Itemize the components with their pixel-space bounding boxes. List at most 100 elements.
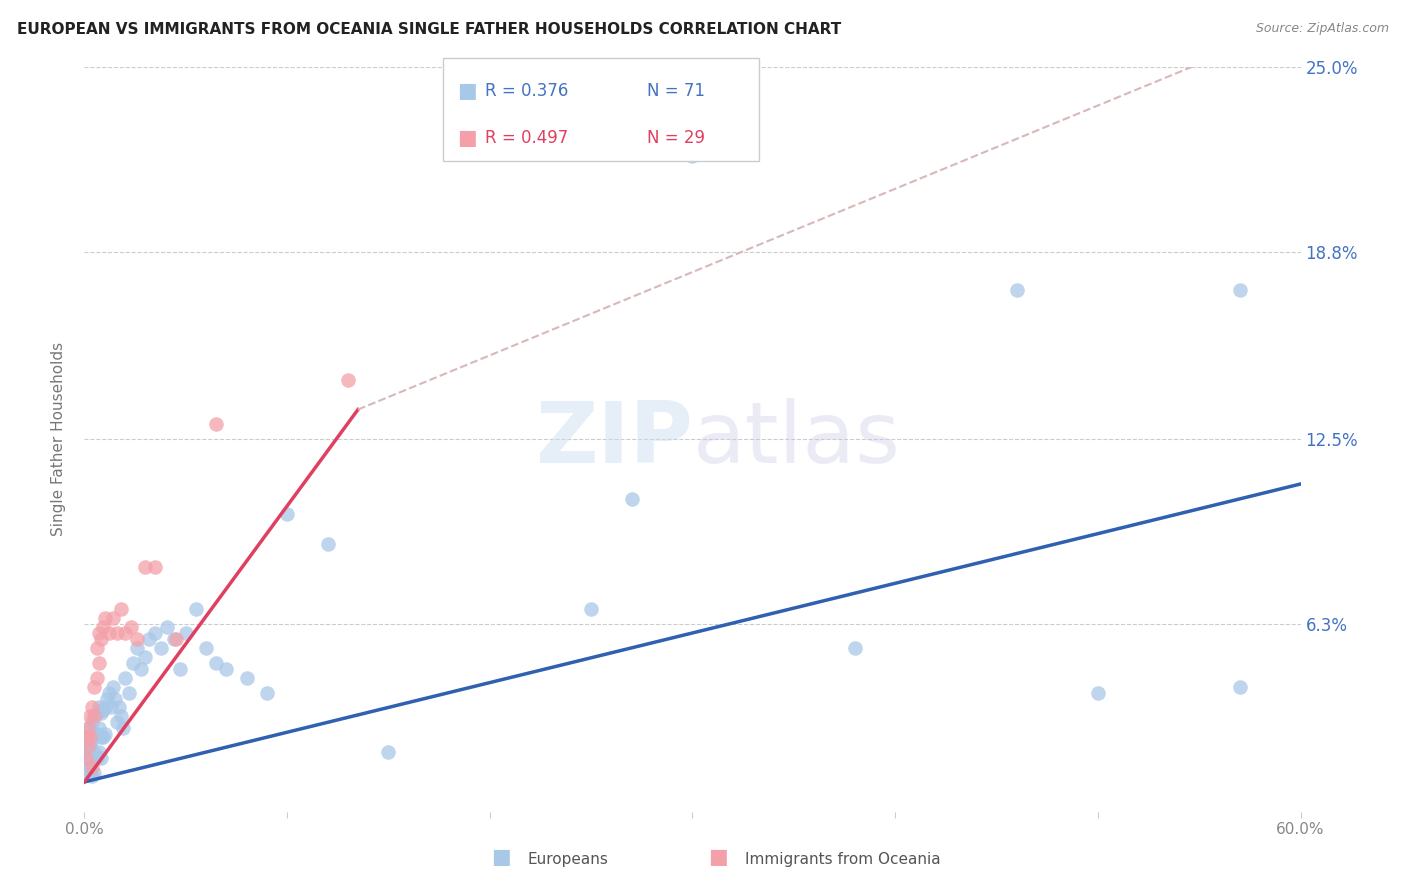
Point [97,626,120,640]
Point [114,671,136,685]
Point [129,662,152,676]
Point [174,626,197,640]
Point [125,640,148,655]
Point [86,751,108,765]
Text: ■: ■ [709,847,728,867]
Point [83,680,105,694]
Point [83,709,105,723]
Point [579,602,602,616]
Point [138,632,160,646]
Point [87,626,110,640]
Point [162,632,184,646]
Text: EUROPEAN VS IMMIGRANTS FROM OCEANIA SINGLE FATHER HOUSEHOLDS CORRELATION CHART: EUROPEAN VS IMMIGRANTS FROM OCEANIA SING… [17,22,841,37]
Text: N = 29: N = 29 [647,129,704,147]
Point [118,685,141,699]
Point [1229,284,1251,298]
Point [91,703,114,717]
Point [156,620,179,634]
Point [79,766,101,780]
Point [1087,685,1109,699]
Point [93,700,115,714]
Point [87,745,110,759]
Point [105,626,128,640]
Point [79,751,101,765]
Point [86,671,108,685]
Point [87,700,110,714]
Point [90,730,112,744]
Point [91,620,114,634]
Text: Immigrants from Oceania: Immigrants from Oceania [745,852,941,867]
Text: R = 0.376: R = 0.376 [485,82,568,100]
Point [86,706,108,721]
Point [110,709,132,723]
Text: atlas: atlas [693,398,900,481]
Point [169,662,191,676]
Point [844,640,866,655]
Text: Europeans: Europeans [527,852,609,867]
Point [90,706,112,721]
Point [93,611,115,625]
Point [377,745,399,759]
Point [75,739,97,754]
Point [97,685,120,699]
Point [79,739,101,754]
Text: ZIP: ZIP [534,398,693,481]
Point [90,632,112,646]
Text: R = 0.497: R = 0.497 [485,129,568,147]
Point [205,656,228,670]
Point [143,560,166,574]
Point [82,700,104,714]
Point [77,730,100,744]
Point [79,709,101,723]
Point [77,745,100,759]
Point [108,700,131,714]
Point [75,760,97,774]
Point [105,715,128,730]
Point [122,656,145,670]
Point [75,751,97,765]
Point [77,754,100,768]
Point [90,751,112,765]
Text: ■: ■ [491,847,510,867]
Point [120,620,142,634]
Point [143,626,166,640]
Y-axis label: Single Father Households: Single Father Households [51,343,66,536]
Text: ■: ■ [457,81,477,101]
Point [87,721,110,735]
Point [86,640,108,655]
Point [82,751,104,765]
Text: ■: ■ [457,128,477,148]
Point [215,662,238,676]
Text: Source: ZipAtlas.com: Source: ZipAtlas.com [1256,22,1389,36]
Point [134,649,156,664]
Point [111,721,134,735]
Point [77,766,100,780]
Point [86,727,108,741]
Point [77,739,100,754]
Point [184,602,207,616]
Point [165,632,187,646]
Point [100,700,122,714]
Point [205,417,228,432]
Point [83,766,105,780]
Point [87,656,110,670]
Point [82,733,104,747]
Point [91,730,114,744]
Point [1005,284,1028,298]
Point [82,769,104,783]
Point [150,640,173,655]
Point [75,730,97,744]
Point [104,691,127,706]
Point [75,751,97,765]
Point [276,507,298,521]
Point [79,730,101,744]
Point [620,491,643,506]
Point [235,671,257,685]
Point [101,611,124,625]
Point [82,715,104,730]
Point [336,373,359,387]
Point [256,685,278,699]
Point [77,721,100,735]
Point [83,727,105,741]
Point [82,760,104,774]
